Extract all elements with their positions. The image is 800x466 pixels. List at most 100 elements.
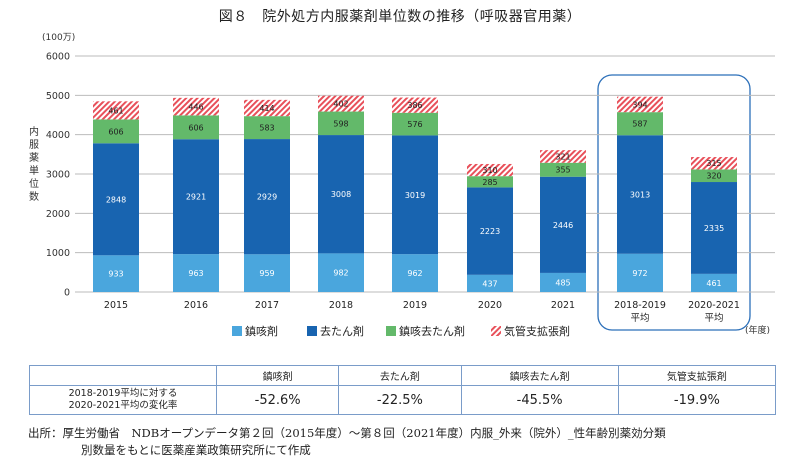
data-label: 982 xyxy=(333,269,348,278)
y-tick-label: 5000 xyxy=(46,91,70,102)
data-label: 959 xyxy=(259,269,274,278)
bar-segment xyxy=(540,176,586,273)
data-label: 2223 xyxy=(480,227,500,236)
data-label: 2446 xyxy=(553,221,573,230)
data-label: 962 xyxy=(407,269,422,278)
data-label: 310 xyxy=(482,166,497,175)
y-tick-label: 3000 xyxy=(46,170,70,181)
y-tick-label: 6000 xyxy=(46,52,70,63)
y-tick-label: 0 xyxy=(64,288,70,299)
bar-segment xyxy=(93,101,139,120)
source-line2: 別数量をもとに医薬産業政策研究所にて作成 xyxy=(81,443,311,457)
y-tick-label: 4000 xyxy=(46,130,70,141)
legend-swatch xyxy=(491,326,501,336)
bar-segment xyxy=(617,253,663,292)
data-label: 3008 xyxy=(331,190,351,199)
y-tick-label: 2000 xyxy=(46,209,70,220)
y-axis-label: 位 xyxy=(29,177,39,190)
legend-label: 鎮咳剤 xyxy=(245,324,278,338)
data-label: 321 xyxy=(555,152,570,161)
data-label: 394 xyxy=(632,100,647,109)
table-cell: -45.5% xyxy=(460,385,619,415)
data-label: 598 xyxy=(333,119,348,128)
y-axis-label: 単 xyxy=(29,164,39,177)
bar-segment xyxy=(318,253,364,292)
data-label: 386 xyxy=(407,101,422,110)
table-cell: -52.6% xyxy=(215,385,340,415)
data-label: 972 xyxy=(632,269,647,278)
bar-segment xyxy=(173,97,219,116)
x-tick-label: 2015 xyxy=(104,300,128,311)
legend-label: 去たん剤 xyxy=(320,324,364,338)
data-label: 414 xyxy=(259,104,274,113)
data-label: 320 xyxy=(706,172,721,181)
bar-segment xyxy=(467,187,513,275)
x-tick-label: 平均 xyxy=(630,312,649,324)
bar-segment xyxy=(244,99,290,117)
chart-title: 図８ 院外処方内服薬剤単位数の推移（呼吸器官用薬） xyxy=(218,9,582,25)
change-rate-table: 鎮咳剤 去たん剤 鎮咳去たん剤 気管支拡張剤 2018-2019平均に対する 20… xyxy=(29,365,777,415)
bar-segment xyxy=(467,274,513,292)
bar-segment xyxy=(173,139,219,255)
bar-segment xyxy=(467,163,513,177)
legend-label: 鎮咳去たん剤 xyxy=(399,324,465,338)
table-header: 気管支拡張剤 xyxy=(617,365,777,386)
bar-segment xyxy=(691,273,737,292)
data-label: 355 xyxy=(555,166,570,175)
data-label: 3019 xyxy=(405,191,425,200)
data-label: 485 xyxy=(555,278,570,287)
bar-segment xyxy=(93,143,139,256)
x-tick-label: 2021 xyxy=(551,300,575,311)
bar-segment xyxy=(93,255,139,292)
bar-segment xyxy=(691,182,737,274)
bar-segment xyxy=(244,139,290,255)
bar-segment xyxy=(540,272,586,292)
bar-segment xyxy=(617,135,663,254)
bar-segment xyxy=(318,135,364,254)
data-label: 963 xyxy=(188,269,203,278)
bar-segment xyxy=(392,112,438,136)
y-tick-label: 1000 xyxy=(46,248,70,259)
x-unit: (年度) xyxy=(745,324,770,336)
data-label: 2921 xyxy=(186,193,206,202)
x-tick-label: 2020 xyxy=(478,300,502,311)
bar-segment xyxy=(617,96,663,113)
data-label: 446 xyxy=(188,103,203,112)
x-tick-label: 平均 xyxy=(704,312,723,324)
legend-label: 気管支拡張剤 xyxy=(504,324,570,338)
table-header-empty xyxy=(29,365,217,386)
legend-swatch xyxy=(307,326,317,336)
data-label: 402 xyxy=(333,100,348,109)
x-tick-label: 2017 xyxy=(255,300,279,311)
table-cell: -22.5% xyxy=(338,385,462,415)
y-axis-label: 内 xyxy=(29,125,39,138)
data-label: 437 xyxy=(482,279,497,288)
highlight-box xyxy=(597,74,751,331)
bar-segment xyxy=(691,169,737,183)
bar-segment xyxy=(540,162,586,177)
bar-segment xyxy=(318,95,364,112)
data-label: 2929 xyxy=(257,193,277,202)
data-label: 587 xyxy=(632,120,647,129)
data-label: 285 xyxy=(482,178,497,187)
data-label: 606 xyxy=(108,127,123,136)
bar-segment xyxy=(392,135,438,255)
x-tick-label: 2016 xyxy=(184,300,208,311)
bar-segment xyxy=(617,112,663,136)
data-label: 315 xyxy=(706,159,721,168)
x-tick-label: 2019 xyxy=(403,300,427,311)
bar-segment xyxy=(691,157,737,170)
bar-segment xyxy=(244,116,290,140)
bar-segment xyxy=(540,150,586,163)
bar-segment xyxy=(392,97,438,113)
bar-segment xyxy=(244,254,290,292)
data-label: 606 xyxy=(188,123,203,132)
bar-segment xyxy=(467,176,513,188)
y-unit: (100万) xyxy=(42,33,75,43)
table-cell: -19.9% xyxy=(617,385,777,415)
data-label: 461 xyxy=(706,279,721,288)
x-tick-label: 2018-2019 xyxy=(614,300,666,311)
y-axis-label: 薬 xyxy=(29,152,39,164)
